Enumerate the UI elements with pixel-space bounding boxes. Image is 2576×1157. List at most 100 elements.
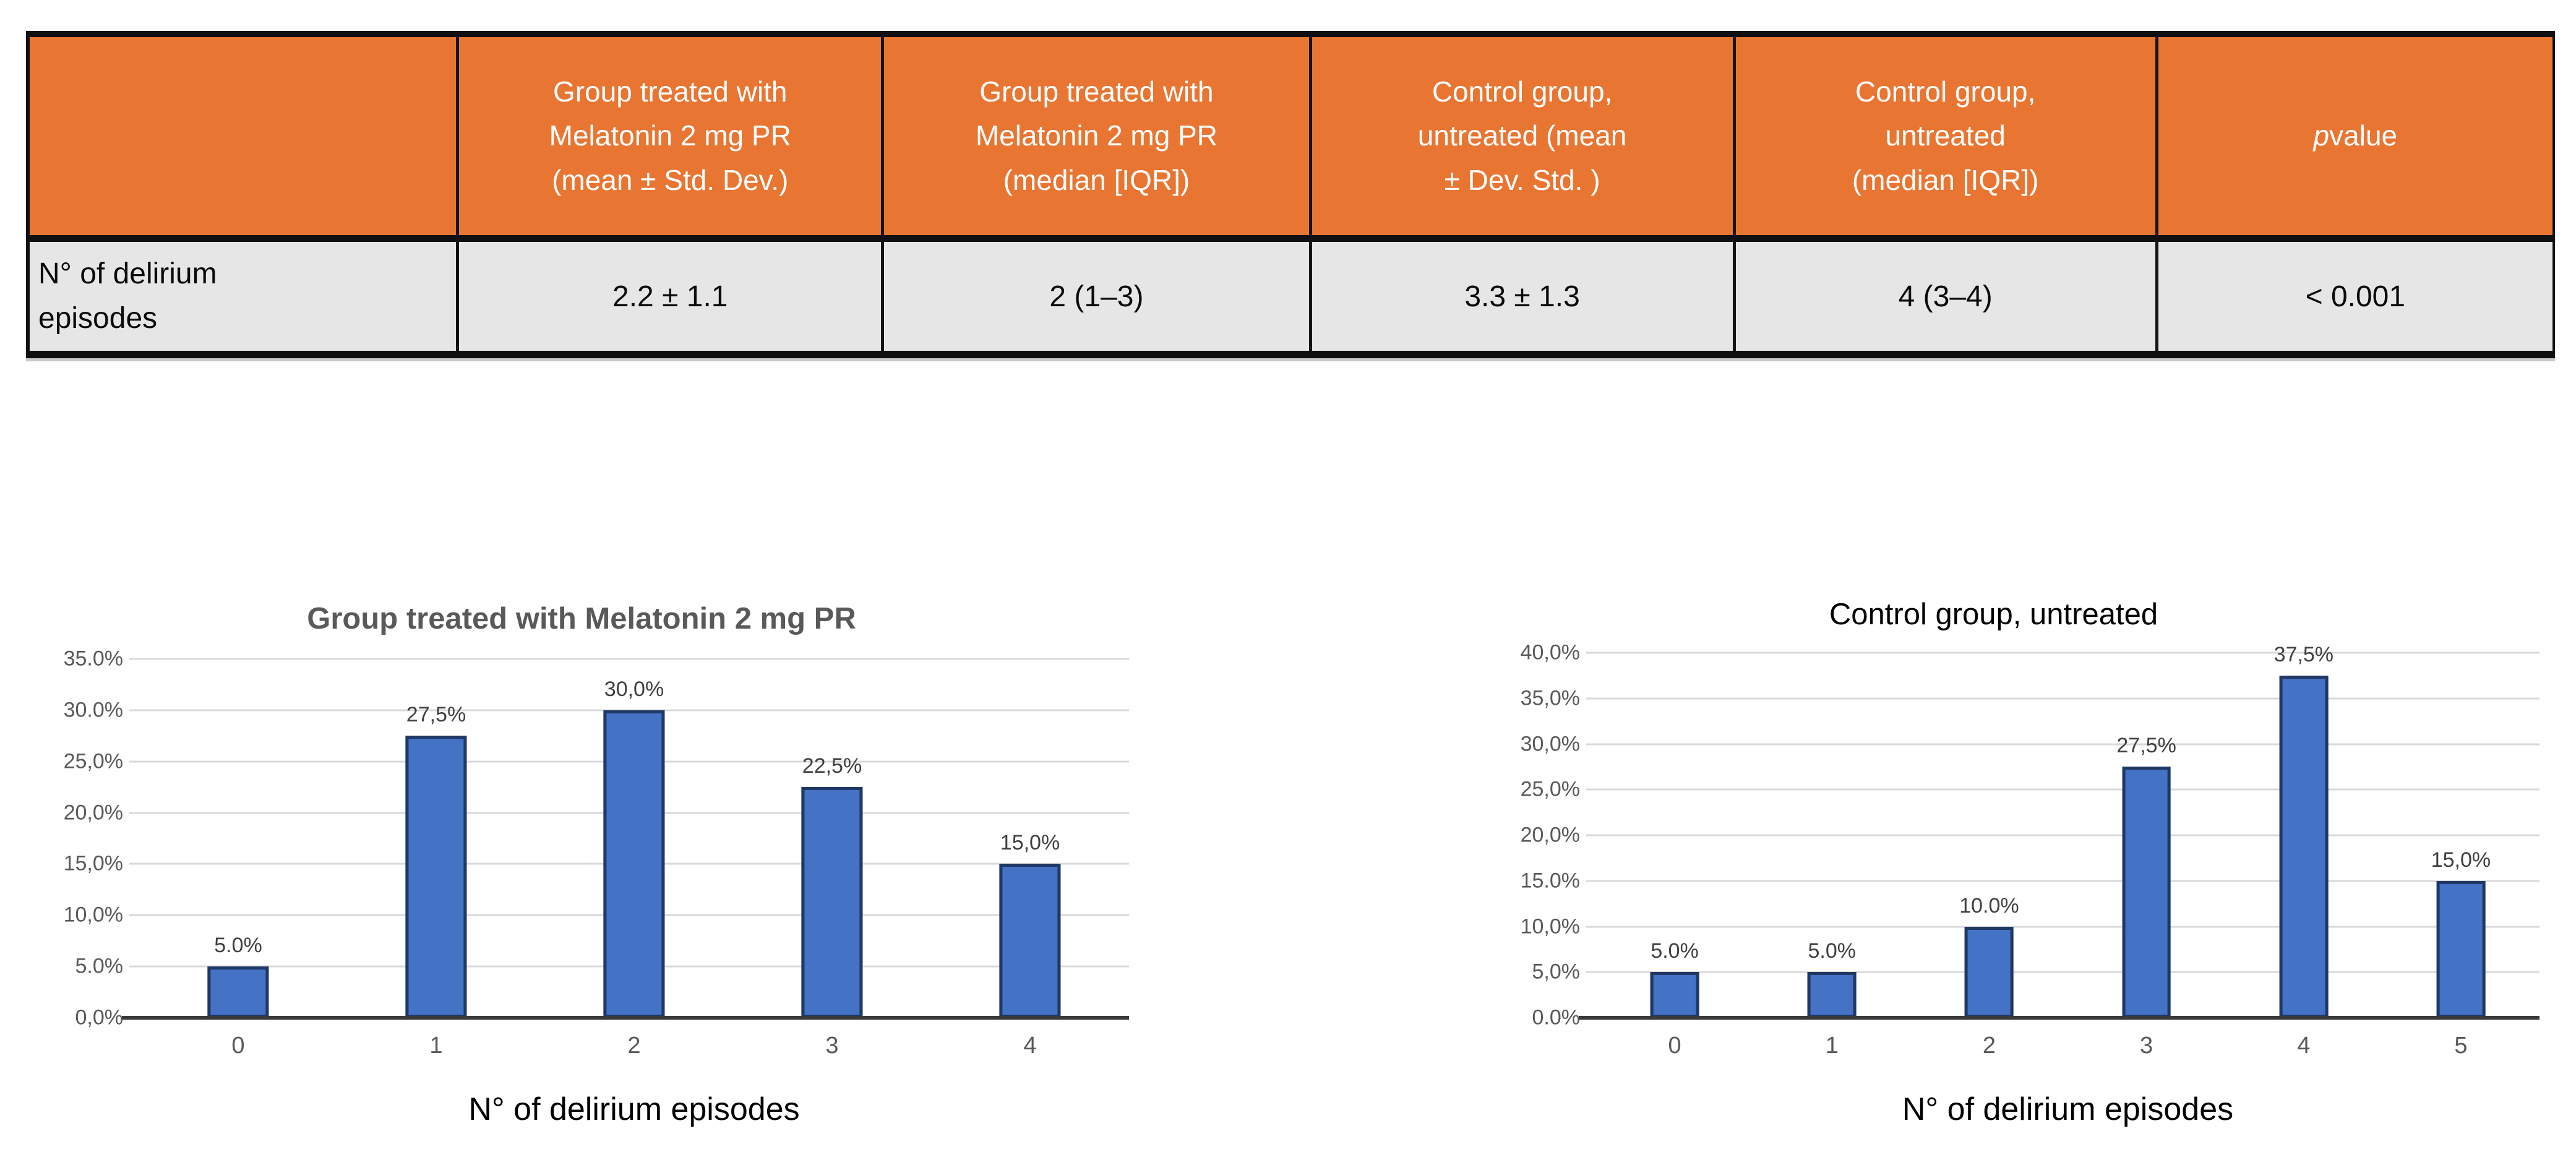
y-tick-label: 30.0%	[63, 698, 123, 722]
y-tick-label: 20,0%	[63, 801, 123, 825]
y-tick-label: 25,0%	[1520, 777, 1580, 801]
cell-control-mean: 3.3 ± 1.3	[1308, 242, 1733, 351]
pvalue-rest: value	[2329, 119, 2398, 152]
bar	[1807, 972, 1857, 1018]
gridline	[1586, 834, 2540, 837]
table-header-melatonin-median: Group treated with Melatonin 2 mg PR (me…	[881, 37, 1309, 235]
y-tick-label: 15,0%	[63, 851, 123, 875]
bar-slot: 5.0%	[139, 659, 337, 1018]
bar-slots: 5.0% 5.0% 10.0% 27,5% 37,5% 15,0%	[1596, 643, 2540, 1018]
x-tick-label: 3	[825, 1032, 839, 1059]
gridline	[1586, 926, 2540, 927]
gridline	[129, 709, 1129, 712]
cell-control-median: 4 (3–4)	[1732, 242, 2155, 351]
x-tick-label: 2	[1982, 1032, 1996, 1059]
chart-title: Control group, untreated	[1829, 597, 2158, 631]
x-axis-labels: 0 1 2 3 4	[139, 1018, 1129, 1073]
gridline	[1586, 880, 2540, 882]
bar	[2436, 880, 2486, 1018]
x-tick-label: 2	[627, 1032, 641, 1059]
results-table: Group treated with Melatonin 2 mg PR (me…	[26, 31, 2555, 358]
table-header-control-mean: Control group, untreated (mean ± Dev. St…	[1308, 37, 1733, 235]
bar-value-label: 15,0%	[2431, 848, 2491, 872]
y-tick-label: 35,0%	[1520, 686, 1580, 710]
gridline	[1586, 788, 2540, 791]
gridline	[1586, 743, 2540, 745]
table-header-control-median: Control group, untreated (median [IQR])	[1732, 37, 2155, 235]
row-label-delirium-episodes: N° of delirium episodes	[30, 242, 457, 351]
bar	[999, 864, 1061, 1018]
x-tick-label: 1	[1825, 1032, 1839, 1059]
bar	[603, 710, 665, 1018]
melatonin-group-bar-chart: Group treated with Melatonin 2 mg PR 35.…	[34, 578, 1129, 1145]
bar	[207, 966, 269, 1018]
x-axis-line	[1579, 1016, 2540, 1020]
y-tick-label: 0.0%	[1532, 1005, 1581, 1030]
bar-slot: 22,5%	[733, 659, 931, 1018]
bar-slot: 27,5%	[2068, 653, 2225, 1018]
y-tick-label: 30,0%	[1520, 732, 1580, 755]
bar-value-label: 27,5%	[2116, 734, 2176, 758]
y-tick-label: 10,0%	[1520, 914, 1580, 938]
y-tick-label: 15.0%	[1520, 869, 1580, 893]
y-tick-label: 25,0%	[63, 749, 123, 773]
bar-slot: 5.0%	[1753, 653, 1910, 1018]
bar-value-label: 10.0%	[1959, 893, 2019, 918]
bar-value-label: 22,5%	[802, 754, 862, 778]
y-tick-label: 10,0%	[63, 903, 123, 927]
plot-area: 5.0% 27,5% 30,0% 22,5% 15,0%	[122, 658, 1129, 1020]
x-axis-labels: 0 1 2 3 4 5	[1596, 1018, 2540, 1073]
gridline	[1586, 652, 2540, 654]
bar-value-label: 5.0%	[1651, 939, 1699, 963]
y-tick-label: 35.0%	[63, 647, 123, 671]
table-header-pvalue: p value	[2155, 37, 2552, 235]
bar	[2122, 767, 2171, 1018]
bar	[1650, 972, 1699, 1018]
table-body-row: N° of delirium episodes 2.2 ± 1.1 2 (1–3…	[30, 242, 2552, 351]
bar	[405, 736, 467, 1018]
gridline	[129, 658, 1129, 660]
bar-value-label: 5.0%	[1808, 939, 1857, 963]
y-tick-label: 20,0%	[1520, 823, 1580, 847]
plot-area: 5.0% 5.0% 10.0% 27,5% 37,5% 15,0%	[1579, 643, 2540, 1020]
x-axis-title: N° of delirium episodes	[468, 1091, 800, 1127]
y-axis-labels: 35.0% 30.0% 25,0% 20,0% 15,0% 10,0% 5.0% 0,0%	[34, 647, 139, 1030]
bar-slot: 37,5%	[2225, 643, 2382, 1018]
table-header-melatonin-mean: Group treated with Melatonin 2 mg PR (me…	[456, 37, 882, 235]
x-tick-label: 4	[1023, 1032, 1037, 1059]
bar-slot: 15,0%	[2382, 653, 2540, 1018]
x-tick-label: 0	[231, 1032, 245, 1059]
bar	[801, 787, 863, 1018]
cell-pvalue: < 0.001	[2155, 242, 2552, 351]
bar	[1965, 926, 2014, 1018]
bar-slot: 10.0%	[1910, 653, 2067, 1018]
bar-value-label: 5.0%	[214, 934, 262, 958]
x-tick-label: 1	[429, 1032, 443, 1059]
y-tick-label: 5,0%	[1532, 960, 1581, 984]
bar-slot: 5.0%	[1596, 653, 1753, 1018]
x-tick-label: 4	[2297, 1032, 2311, 1059]
bar-value-label: 30,0%	[604, 677, 664, 701]
y-tick-label: 0,0%	[75, 1005, 124, 1030]
bar-slot: 27,5%	[337, 659, 535, 1018]
y-axis-labels: 40,0% 35,0% 30,0% 25,0% 20,0% 15.0% 10,0% 5,0% 0…	[1448, 641, 1596, 1030]
table-header-row: Group treated with Melatonin 2 mg PR (me…	[30, 37, 2552, 242]
y-tick-label: 5.0%	[75, 954, 124, 978]
x-tick-label: 3	[2140, 1032, 2153, 1059]
x-axis-line	[122, 1016, 1129, 1020]
x-axis-title: N° of delirium episodes	[1902, 1091, 2234, 1127]
bar-slots: 5.0% 27,5% 30,0% 22,5% 15,0%	[139, 659, 1129, 1018]
x-tick-label: 0	[1668, 1032, 1681, 1059]
bar-value-label: 15,0%	[1000, 831, 1060, 855]
chart-title: Group treated with Melatonin 2 mg PR	[307, 602, 856, 635]
table-header-empty	[30, 37, 457, 235]
x-tick-label: 5	[2454, 1032, 2468, 1059]
cell-melatonin-mean: 2.2 ± 1.1	[456, 242, 882, 351]
pvalue-italic-p: p	[2313, 119, 2330, 152]
bar	[2279, 675, 2329, 1018]
gridline	[1586, 971, 2540, 973]
bar-slot: 15,0%	[931, 659, 1129, 1018]
cell-melatonin-median: 2 (1–3)	[881, 242, 1309, 351]
gridline	[1586, 697, 2540, 700]
y-tick-label: 40,0%	[1520, 640, 1580, 665]
